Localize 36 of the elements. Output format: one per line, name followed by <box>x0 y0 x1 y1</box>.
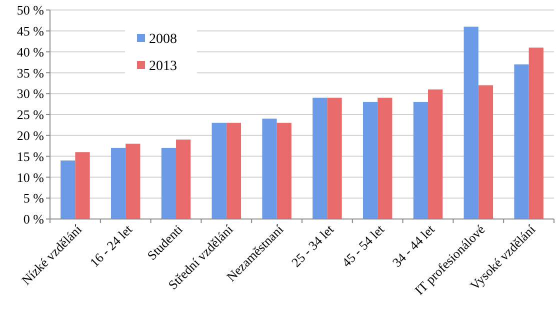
bar <box>312 98 328 219</box>
y-tick-label: 5 % <box>23 190 44 206</box>
y-tick-label: 35 % <box>16 65 44 80</box>
bar <box>226 122 242 219</box>
y-tick-label: 45 % <box>16 23 44 38</box>
x-tick-label: 16 - 24 let <box>86 221 136 270</box>
bar <box>75 152 90 219</box>
legend-label: 2013 <box>149 59 177 74</box>
bar <box>126 144 140 219</box>
x-tick-label: 25 - 34 let <box>288 221 337 270</box>
legend-label: 2008 <box>149 32 177 47</box>
bar <box>378 98 392 219</box>
y-tick-label: 20 % <box>16 128 44 143</box>
bar <box>276 122 292 219</box>
bar <box>478 85 494 219</box>
bar <box>212 122 226 219</box>
y-tick-label: 15 % <box>16 148 44 164</box>
bar <box>327 98 342 219</box>
y-tick-label: 40 % <box>16 44 44 60</box>
bar <box>528 48 544 219</box>
y-tick-label: 0 % <box>23 212 44 227</box>
x-tick-label: 45 - 54 let <box>338 221 388 270</box>
bar <box>514 64 529 219</box>
bar <box>413 102 428 219</box>
y-tick-label: 50 % <box>16 2 44 18</box>
bar <box>428 89 443 219</box>
y-tick-label: 10 % <box>16 170 44 185</box>
bar <box>161 148 176 219</box>
y-tick-label: 25 % <box>16 107 44 122</box>
bar <box>110 148 126 219</box>
bar <box>262 118 277 219</box>
bar <box>464 26 478 219</box>
y-tick-label: 30 % <box>16 86 44 102</box>
bar <box>362 102 378 219</box>
bar <box>60 160 76 219</box>
bar <box>176 140 191 219</box>
